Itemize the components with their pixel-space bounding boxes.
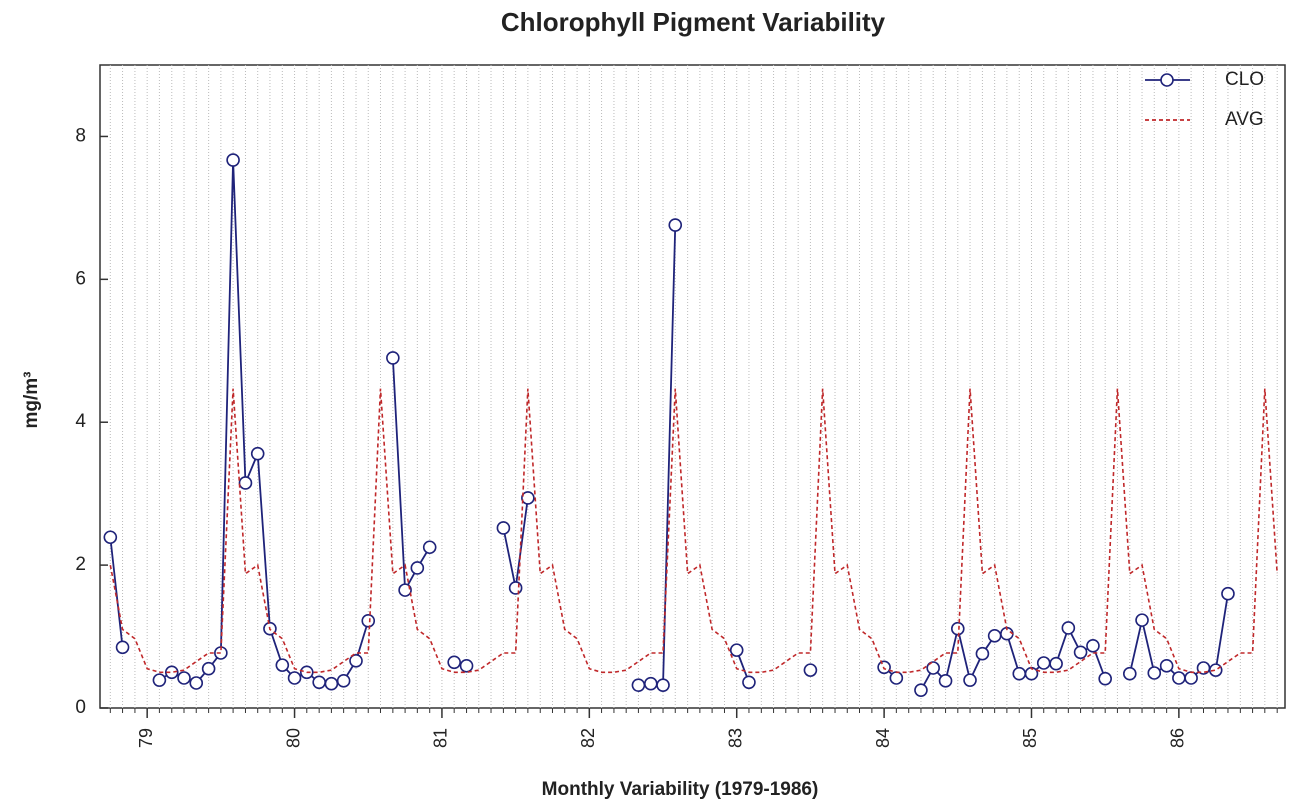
- y-tick-label: 6: [75, 268, 86, 289]
- data-point: [410, 561, 425, 575]
- x-tick-label: 86: [1168, 728, 1188, 748]
- data-point: [275, 658, 290, 672]
- data-point: [115, 640, 130, 655]
- x-tick-label: 82: [578, 728, 598, 748]
- data-point: [459, 659, 474, 673]
- data-point: [189, 676, 204, 690]
- data-point: [1221, 586, 1235, 601]
- x-tick-label: 81: [431, 728, 451, 748]
- data-point: [987, 629, 1002, 643]
- data-point: [1098, 671, 1112, 686]
- data-point: [643, 676, 658, 691]
- data-point: [1073, 645, 1088, 660]
- x-tick-label: 83: [725, 728, 745, 748]
- x-tick-label: 79: [136, 728, 156, 748]
- data-point: [238, 476, 253, 490]
- data-point: [729, 643, 744, 657]
- data-point: [656, 678, 670, 692]
- data-point: [668, 218, 683, 232]
- data-point: [1159, 659, 1174, 673]
- y-tick-label: 0: [75, 697, 86, 718]
- data-point: [422, 540, 437, 555]
- data-point: [386, 351, 400, 365]
- data-point: [226, 153, 240, 167]
- data-point: [1123, 666, 1137, 681]
- y-tick-label: 8: [75, 125, 86, 146]
- data-point: [1061, 621, 1076, 635]
- data-point: [926, 661, 940, 675]
- x-tick-label: 80: [283, 728, 303, 748]
- legend-label: AVG: [1225, 109, 1264, 130]
- x-tick-label: 85: [1020, 728, 1040, 748]
- series-line: [109, 159, 1229, 691]
- data-point: [1147, 666, 1162, 680]
- data-point: [324, 676, 339, 691]
- data-point: [975, 646, 990, 661]
- data-point: [803, 663, 818, 677]
- data-point: [201, 661, 216, 676]
- data-point: [312, 675, 326, 690]
- x-axis-label: Monthly Variability (1979-1986): [542, 779, 819, 800]
- data-point: [742, 675, 756, 690]
- data-point: [164, 665, 179, 680]
- data-point: [496, 521, 511, 535]
- x-tick-label: 84: [873, 728, 893, 748]
- plot-frame: [99, 64, 1286, 709]
- y-tick-label: 2: [75, 554, 86, 575]
- data-point: [1012, 666, 1027, 681]
- legend: CLO AVG: [1145, 69, 1264, 130]
- data-point: [889, 671, 904, 685]
- data-point: [1184, 671, 1198, 685]
- data-point: [152, 673, 167, 687]
- y-axis-label: mg/m³: [21, 372, 42, 429]
- legend-marker: [1160, 73, 1174, 87]
- data-point: [1049, 656, 1063, 671]
- data-point: [963, 673, 977, 687]
- data-point: [336, 674, 351, 688]
- data-point: [1172, 671, 1186, 685]
- data-point: [950, 621, 965, 636]
- data-point: [250, 446, 265, 461]
- y-tick-label: 4: [75, 411, 86, 432]
- data-point: [103, 530, 118, 545]
- data-point: [1086, 639, 1100, 653]
- data-point: [1135, 613, 1149, 627]
- data-point: [447, 655, 461, 670]
- data-point: [938, 674, 953, 688]
- data-point: [177, 671, 191, 685]
- data-point: [1036, 656, 1051, 670]
- series-line: [109, 388, 1278, 674]
- data-point: [508, 581, 523, 595]
- legend-label: CLO: [1225, 69, 1264, 90]
- data-point: [349, 654, 363, 668]
- chart-title: Chlorophyll Pigment Variability: [501, 7, 886, 37]
- data-point: [914, 683, 928, 697]
- data-point: [521, 491, 535, 505]
- data-point: [287, 671, 302, 685]
- data-point: [398, 583, 412, 597]
- data-point: [631, 678, 646, 692]
- data-point: [361, 614, 376, 628]
